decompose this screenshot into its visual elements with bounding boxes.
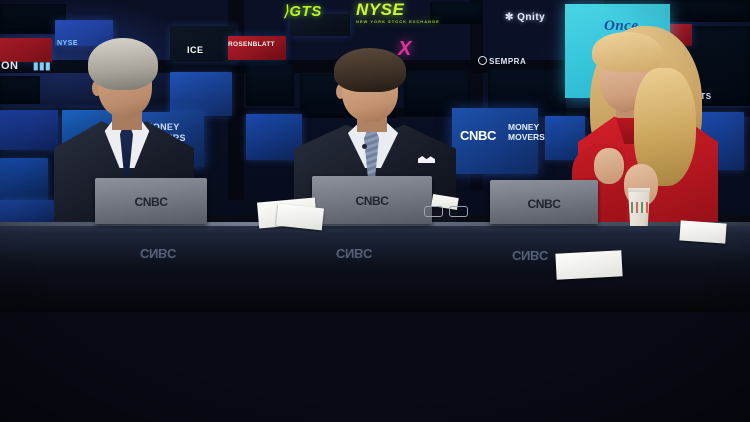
color-monitor [0, 38, 52, 62]
rosenblatt-sign: ROSENBLATT [228, 41, 275, 48]
ticker-monitor [0, 76, 40, 104]
gts-sign: ⟩GTS [283, 3, 322, 20]
eyeglasses [424, 206, 468, 217]
laptop-right: CNBC [490, 180, 598, 224]
sempra-sign: SEMPRA [478, 56, 526, 66]
lower-third-banner: MONEY MOVERS AI CONCERNS RATTLE SOFTWARE… [0, 285, 750, 422]
desk-reflection-logo: CNBC [140, 246, 176, 261]
laptop-logo: CNBC [134, 195, 168, 210]
cnbc-monitor: CNBC MONEY MOVERS [452, 108, 545, 174]
paper-sheet [679, 220, 727, 244]
on-sign: ON [1, 60, 19, 72]
paper-sheet [275, 203, 325, 231]
hair [334, 48, 406, 92]
cnbc-monitor-logo: CNBC [460, 128, 496, 143]
color-monitor [246, 114, 302, 160]
hand [594, 148, 624, 184]
cup-band [628, 202, 650, 213]
color-monitor [0, 110, 58, 150]
laptop-logo: CNBC [527, 196, 561, 211]
hair [88, 38, 158, 90]
desk-reflection-logo: CNBC [336, 246, 372, 261]
laptop-center: CNBC [312, 176, 432, 224]
laptop-left: CNBC [95, 178, 207, 224]
hair-fringe [592, 32, 662, 72]
nyse-sign: NYSE NEW YORK STOCK EXCHANGE [356, 0, 440, 24]
desk-reflection-logo: CNBC [512, 248, 548, 263]
paper-sheet [555, 250, 623, 280]
ticker-monitor [246, 62, 294, 106]
coffee-cup [628, 188, 650, 226]
color-monitor [228, 36, 286, 60]
cnbc-monitor-text: MONEY MOVERS [508, 122, 545, 142]
ice-sign: ICE [187, 45, 204, 55]
color-monitor [0, 158, 48, 200]
lapel-microphone [362, 144, 367, 149]
qnity-sign: ✼ Qnity [505, 12, 546, 23]
laptop-logo: CNBC [355, 194, 389, 209]
blue-sign: ▮▮▮ [33, 61, 52, 72]
